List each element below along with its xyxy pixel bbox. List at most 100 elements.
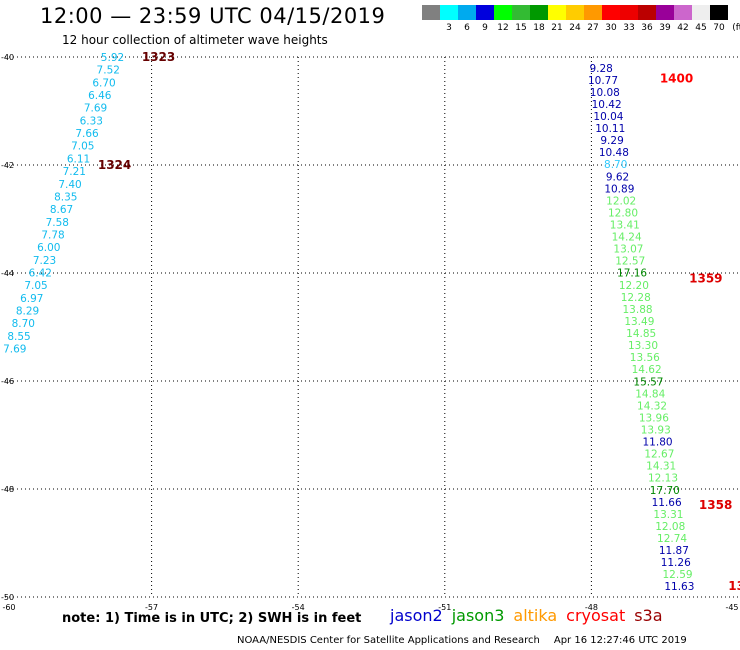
wave-height-value: 7.66	[75, 128, 99, 140]
scale-swatch	[620, 5, 638, 20]
wave-height-value: 7.52	[97, 65, 120, 77]
scale-swatch	[710, 5, 728, 20]
wave-height-value: 10.08	[590, 87, 620, 99]
wave-height-value: 7.05	[71, 141, 94, 153]
scale-swatch	[530, 5, 548, 20]
scale-swatch	[476, 5, 494, 20]
wave-height-value: 10.89	[604, 183, 634, 195]
scale-tick-label: 27	[587, 23, 599, 33]
lon-tick-label: -54	[292, 603, 305, 612]
pass-time-label: 1357	[728, 579, 740, 593]
wave-height-value: 15.57	[633, 376, 663, 388]
scale-swatch	[458, 5, 476, 20]
wave-height-value: 13.49	[624, 316, 654, 328]
wave-height-value: 6.00	[37, 242, 60, 254]
scale-tick-label: 39	[659, 23, 671, 33]
scale-tick-label: 21	[551, 23, 563, 33]
wave-height-value: 14.62	[632, 364, 662, 376]
wave-height-value: 7.40	[58, 179, 81, 191]
scale-swatch	[656, 5, 674, 20]
wave-height-value: 13.93	[641, 424, 671, 436]
wave-height-value: 6.70	[92, 77, 115, 89]
wave-height-value: 12.02	[606, 195, 636, 207]
wave-height-value: 6.33	[80, 115, 103, 127]
wave-height-value: 12.57	[615, 256, 645, 268]
wave-height-value: 7.69	[84, 103, 107, 115]
wave-height-value: 17.16	[617, 268, 647, 280]
scale-swatch	[602, 5, 620, 20]
scale-tick-label: 24	[569, 23, 581, 33]
wave-height-value: 14.24	[612, 232, 642, 244]
pass-time-label: 1323	[142, 50, 175, 64]
scale-tick-label: 42	[677, 23, 689, 33]
scale-tick-label: 30	[605, 23, 617, 33]
legend-s3a: s3a	[634, 606, 663, 625]
scale-tick-label: 6	[464, 23, 470, 33]
scale-swatch	[584, 5, 602, 20]
scale-swatch	[548, 5, 566, 20]
wave-height-value: 9.28	[589, 63, 612, 75]
scale-swatch	[512, 5, 530, 20]
wave-height-value: 8.70	[12, 318, 35, 330]
lat-tick-label: -42	[1, 161, 14, 170]
lat-tick-label: -40	[1, 53, 14, 62]
wave-height-value: 9.62	[606, 171, 629, 183]
scale-tick-label: 70	[713, 23, 725, 33]
wave-height-value: 14.85	[626, 328, 656, 340]
wave-height-value: 7.21	[63, 166, 86, 178]
scale-swatch	[494, 5, 512, 20]
wave-height-value: 12.80	[608, 207, 638, 219]
wave-height-value: 12.20	[619, 280, 649, 292]
wave-height-value: 8.35	[54, 191, 77, 203]
wave-height-value: 11.26	[661, 557, 691, 569]
scale-swatch	[422, 5, 440, 20]
scale-swatch	[566, 5, 584, 20]
wave-height-value: 10.04	[593, 111, 623, 123]
pass-time-label: 1359	[689, 271, 722, 285]
lon-tick-label: -48	[585, 603, 598, 612]
scale-tick-label: 18	[533, 23, 545, 33]
lon-tick-label: -51	[438, 603, 451, 612]
wave-height-value: 7.23	[33, 255, 56, 267]
wave-height-value: 11.87	[659, 545, 689, 557]
wave-height-value: 5.92	[101, 52, 124, 64]
scale-swatch	[674, 5, 692, 20]
generation-timestamp: Apr 16 12:27:46 UTC 2019	[553, 635, 687, 646]
scale-swatch	[638, 5, 656, 20]
wave-height-value: 12.67	[644, 449, 674, 461]
wave-height-value: 10.42	[592, 99, 622, 111]
scale-tick-label: 45	[695, 23, 707, 33]
wave-height-value: 8.70	[604, 159, 627, 171]
wave-height-value: 10.77	[588, 75, 618, 87]
wave-height-value: 14.31	[646, 461, 676, 473]
pass-time-label: 1400	[660, 72, 693, 86]
scale-swatch	[692, 5, 710, 20]
wave-height-value: 12.13	[648, 473, 678, 485]
wave-height-value: 13.41	[610, 220, 640, 232]
wave-height-value: 6.11	[67, 153, 90, 165]
satellite-legend: jason2 jason3 altika cryosat s3a	[390, 606, 672, 625]
wave-height-value: 17.70	[650, 485, 680, 497]
wave-height-value: 8.55	[7, 331, 30, 343]
lon-tick-label: -60	[2, 603, 15, 612]
wave-height-value: 7.69	[3, 344, 26, 356]
scale-tick-label: 33	[623, 23, 635, 33]
wave-height-value: 12.59	[663, 569, 693, 581]
units-note: note: 1) Time is in UTC; 2) SWH is in fe…	[62, 611, 362, 626]
wave-height-value: 9.29	[600, 135, 623, 147]
page-title: 12:00 — 23:59 UTC 04/15/2019	[40, 4, 386, 28]
wave-height-value: 13.07	[613, 244, 643, 256]
wave-height-value: 13.31	[653, 509, 683, 521]
scale-tick-label: 15	[515, 23, 527, 33]
wave-height-value: 6.42	[29, 268, 52, 280]
lat-tick-label: -48	[1, 485, 14, 494]
scale-tick-label: 12	[497, 23, 509, 33]
pass-time-label: 1324	[98, 158, 131, 172]
lat-tick-label: -46	[1, 377, 14, 386]
legend-jason2: jason2	[390, 606, 443, 625]
wave-height-value: 13.56	[630, 352, 660, 364]
wave-height-value: 6.97	[20, 293, 43, 305]
wave-height-value: 13.88	[623, 304, 653, 316]
